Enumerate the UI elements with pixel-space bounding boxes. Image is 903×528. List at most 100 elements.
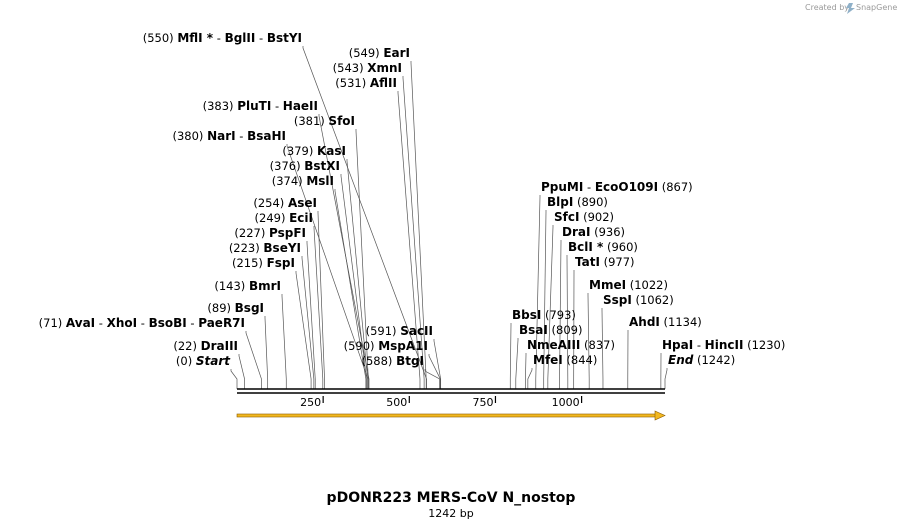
site-label-ppumi[interactable]: PpuMI - EcoO109I (867) — [541, 180, 693, 194]
site-text: BlpI (890) — [547, 195, 608, 209]
ruler-ticks: 250 500 750 1000 — [300, 396, 583, 409]
site-text: SspI (1062) — [603, 293, 674, 307]
leader-line — [245, 331, 262, 389]
site-text: (379) KasI — [282, 144, 346, 158]
snapgene-logo-icon — [846, 3, 855, 14]
brand-prefix: Created by — [805, 3, 849, 12]
site-label-mmei[interactable]: MmeI (1022) — [589, 278, 668, 292]
site-label-bsgi[interactable]: (89) BsgI — [207, 301, 264, 315]
leader-lines — [230, 46, 668, 389]
site-label-draiii[interactable]: (22) DraIII — [173, 339, 238, 353]
site-label-mspa1i[interactable]: (590) MspA1I — [344, 339, 428, 353]
leader-line — [238, 354, 245, 389]
site-label-hpai[interactable]: HpaI - HincII (1230) — [662, 338, 785, 352]
site-label-bmri[interactable]: (143) BmrI — [214, 279, 281, 293]
site-text: (591) SacII — [366, 324, 433, 338]
site-text: TatI (977) — [575, 255, 635, 269]
site-text: (0) Start — [176, 354, 231, 368]
site-text: (89) BsgI — [207, 301, 264, 315]
site-label-mfli[interactable]: (550) MflI * - BglII - BstYI — [143, 31, 302, 45]
leader-line — [525, 353, 527, 389]
leader-line — [543, 210, 547, 389]
site-label-bcli[interactable]: BclI * (960) — [568, 240, 638, 254]
plasmid-length: 1242 bp — [428, 507, 473, 520]
site-label-bseyi[interactable]: (223) BseYI — [229, 241, 301, 255]
site-label-end[interactable]: End (1242) — [668, 353, 735, 367]
site-label-nmeaiii[interactable]: NmeAIII (837) — [527, 338, 615, 352]
leader-line — [402, 76, 425, 389]
leader-line — [313, 226, 324, 389]
site-label-blpi[interactable]: BlpI (890) — [547, 195, 608, 209]
site-label-start[interactable]: (0) Start — [176, 354, 231, 368]
site-label-tati[interactable]: TatI (977) — [575, 255, 635, 269]
site-label-eari[interactable]: (549) EarI — [349, 46, 410, 60]
site-label-aflii[interactable]: (531) AflII — [335, 76, 397, 90]
leader-line — [535, 195, 541, 389]
leader-line — [317, 211, 325, 389]
site-text: PpuMI - EcoO109I (867) — [541, 180, 693, 194]
leader-line — [547, 225, 554, 389]
tick-label: 1000 — [552, 396, 580, 409]
plasmid-name: pDONR223 MERS-CoV N_nostop — [327, 490, 576, 506]
site-label-kasi[interactable]: (379) KasI — [282, 144, 346, 158]
site-label-mfei[interactable]: MfeI (844) — [533, 353, 597, 367]
site-text: (143) BmrI — [214, 279, 281, 293]
site-text: (249) EciI — [255, 211, 313, 225]
leader-line — [264, 316, 269, 389]
site-label-pspfi[interactable]: (227) PspFI — [234, 226, 306, 240]
leader-line — [340, 174, 367, 389]
site-text: (531) AflII — [335, 76, 397, 90]
site-text: (550) MflI * - BglII - BstYI — [143, 31, 302, 45]
site-text: BclI * (960) — [568, 240, 638, 254]
site-label-bbsi[interactable]: BbsI (793) — [512, 308, 576, 322]
site-text: MmeI (1022) — [589, 278, 668, 292]
site-label-ahdi[interactable]: AhdI (1134) — [629, 315, 702, 329]
leader-line — [587, 293, 590, 389]
leader-line — [306, 241, 316, 389]
feature-arrow[interactable] — [236, 410, 666, 421]
site-text: (227) PspFI — [234, 226, 306, 240]
site-label-ecii[interactable]: (249) EciI — [255, 211, 313, 225]
site-text: (383) PluTI - HaeII — [203, 99, 318, 113]
leader-line — [295, 271, 312, 389]
leader-line — [230, 369, 238, 389]
site-text: (381) SfoI — [294, 114, 355, 128]
sequence-backbone — [237, 388, 665, 394]
leader-line — [515, 338, 519, 389]
leader-line — [281, 294, 287, 389]
site-text: (590) MspA1I — [344, 339, 428, 353]
site-label-xmni[interactable]: (543) XmnI — [333, 61, 402, 75]
site-text: (380) NarI - BsaHI — [173, 129, 287, 143]
site-text: End (1242) — [668, 353, 735, 367]
site-label-asei[interactable]: (254) AseI — [253, 196, 317, 210]
site-text: AhdI (1134) — [629, 315, 702, 329]
site-label-drai[interactable]: DraI (936) — [562, 225, 625, 239]
site-text: DraI (936) — [562, 225, 625, 239]
site-label-sfci[interactable]: SfcI (902) — [554, 210, 614, 224]
leader-line — [397, 91, 421, 389]
site-label-sacii[interactable]: (591) SacII — [366, 324, 433, 338]
site-text: (223) BseYI — [229, 241, 301, 255]
site-text: (588) BtgI — [361, 354, 424, 368]
leader-line — [601, 308, 604, 389]
site-label-fspi[interactable]: (215) FspI — [232, 256, 295, 270]
site-label-nari[interactable]: (380) NarI - BsaHI — [173, 129, 287, 143]
brand-name: SnapGene — [856, 3, 897, 12]
site-label-pluti[interactable]: (383) PluTI - HaeII — [203, 99, 318, 113]
leader-line — [509, 323, 512, 389]
leader-line — [566, 255, 569, 389]
site-label-bsai[interactable]: BsaI (809) — [519, 323, 582, 337]
site-label-sfoi[interactable]: (381) SfoI — [294, 114, 355, 128]
site-label-btgi[interactable]: (588) BtgI — [361, 354, 424, 368]
site-text: BbsI (793) — [512, 308, 576, 322]
site-label-sspi[interactable]: SspI (1062) — [603, 293, 674, 307]
site-text: MfeI (844) — [533, 353, 597, 367]
site-label-bstxi[interactable]: (376) BstXI — [270, 159, 340, 173]
site-label-msli[interactable]: (374) MslI — [272, 174, 334, 188]
site-text: NmeAIII (837) — [527, 338, 615, 352]
leader-line — [334, 189, 367, 389]
site-text: SfcI (902) — [554, 210, 614, 224]
site-label-avai[interactable]: (71) AvaI - XhoI - BsoBI - PaeR7I — [39, 316, 245, 330]
leader-line — [527, 368, 533, 389]
tick-label: 750 — [472, 396, 493, 409]
